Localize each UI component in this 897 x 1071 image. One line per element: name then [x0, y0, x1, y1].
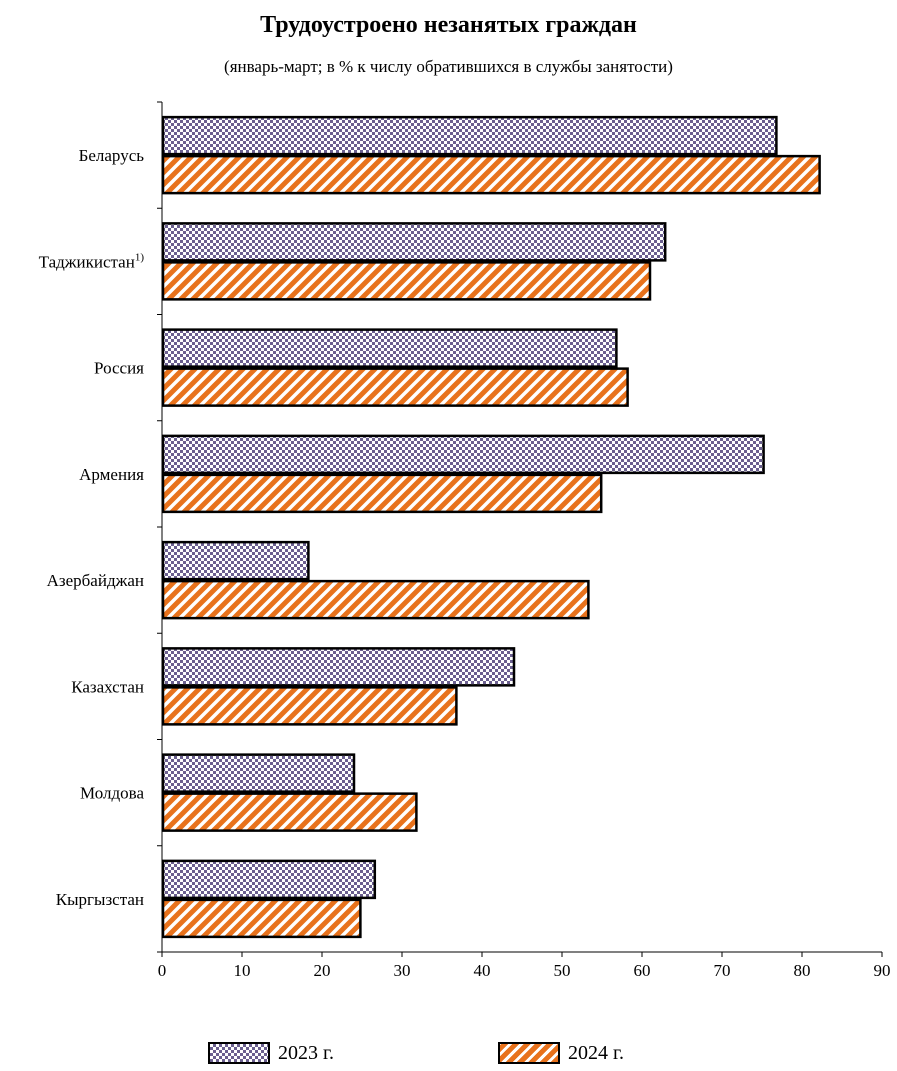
category-footnote-mark: 1) [135, 251, 145, 263]
bar-2024 [161, 261, 652, 301]
category-label: Азербайджан [47, 571, 144, 590]
x-tick-label: 40 [474, 961, 491, 980]
plot-area: 0 10 20 30 40 50 60 70 80 90 Беларусь Таджикистан1)… [39, 101, 891, 980]
legend-swatch-2023 [208, 1042, 270, 1064]
bar-2024 [161, 367, 629, 407]
bar-2024 [161, 686, 458, 726]
chart-subtitle: (январь-март; в % к числу обратившихся в… [224, 57, 673, 76]
legend-item-2024: 2024 г. [498, 1040, 624, 1066]
category-label: Казахстан [71, 677, 144, 696]
x-tick-label: 90 [874, 961, 891, 980]
category-label: Таджикистан1) [39, 251, 145, 271]
category-label: Россия [94, 359, 144, 378]
bar-2023 [161, 434, 765, 475]
x-tick-label: 30 [394, 961, 411, 980]
category-label: Армения [79, 465, 144, 484]
category-label: Кыргызстан [56, 890, 144, 909]
bar-2023 [161, 647, 516, 687]
bar-2023 [161, 115, 778, 156]
category-label: Беларусь [79, 146, 145, 165]
bar-2023 [161, 859, 377, 900]
legend-swatch-2024 [498, 1042, 560, 1064]
bar-chart: 0 10 20 30 40 50 60 70 80 90 Беларусь Таджикистан1)… [39, 101, 891, 980]
bar-2024 [161, 792, 418, 832]
x-tick-label: 50 [554, 961, 571, 980]
x-tick-label: 70 [714, 961, 731, 980]
x-tick-label: 10 [234, 961, 251, 980]
chart-title: Трудоустроено незанятых граждан [260, 12, 637, 38]
bar-2024 [161, 898, 362, 939]
x-tick-label: 80 [794, 961, 811, 980]
legend-label-2024: 2024 г. [568, 1042, 624, 1064]
bar-2023 [161, 540, 310, 581]
legend-item-2023: 2023 г. [208, 1040, 334, 1066]
x-tick-label: 20 [314, 961, 331, 980]
bar-2024 [161, 579, 590, 620]
category-label: Молдова [80, 784, 144, 803]
legend: 2023 г. 2024 г. [0, 1040, 897, 1066]
legend-label-2023: 2023 г. [278, 1042, 334, 1064]
bar-2024 [161, 473, 603, 514]
bar-2023 [161, 328, 618, 368]
x-tick-label: 60 [634, 961, 651, 980]
bar-2024 [161, 154, 821, 195]
x-tick-label: 0 [158, 961, 167, 980]
bar-2023 [161, 753, 356, 793]
bar-2023 [161, 222, 667, 262]
